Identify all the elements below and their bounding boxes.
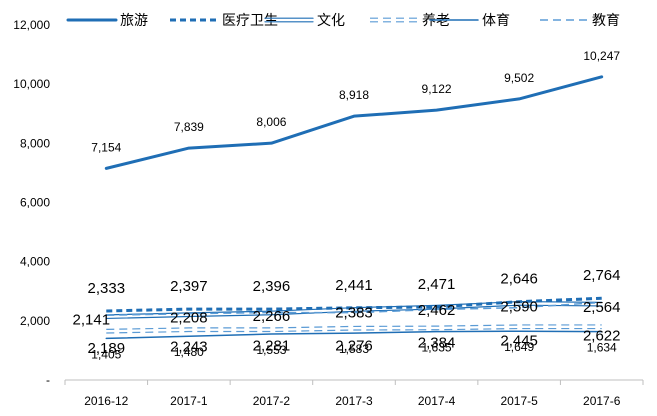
data-label: 1,634 (587, 341, 617, 355)
data-label: 2,397 (170, 278, 208, 295)
x-tick-label: 2016-12 (84, 394, 128, 408)
data-label: 1,583 (339, 342, 369, 356)
legend-label: 体育 (482, 12, 510, 28)
data-label: 7,154 (91, 140, 121, 154)
data-label: 1,480 (174, 345, 204, 359)
series-line (106, 327, 602, 334)
y-tick-label: 12,000 (13, 18, 50, 32)
data-label: 2,208 (170, 310, 208, 327)
data-label: 2,564 (583, 299, 621, 316)
data-label: 2,646 (500, 271, 538, 288)
series-line (105, 304, 603, 320)
x-tick-label: 2017-4 (418, 394, 456, 408)
x-tick-label: 2017-3 (335, 394, 373, 408)
data-label: 1,553 (256, 343, 286, 357)
series-line (104, 75, 604, 170)
y-tick-label: - (46, 373, 50, 387)
data-label: 2,281 (253, 338, 291, 355)
y-tick-label: 10,000 (13, 77, 50, 91)
data-label: 2,383 (335, 305, 373, 322)
series-line-group (106, 301, 602, 316)
data-label: 10,247 (583, 49, 620, 63)
data-label: 2,441 (335, 277, 373, 294)
data-label: 1,649 (504, 340, 534, 354)
series-line-group (106, 324, 602, 334)
data-label: 2,396 (253, 278, 291, 295)
series-lines (104, 75, 604, 340)
series-line (105, 300, 603, 316)
data-label: 2,384 (418, 334, 456, 351)
data-label: 2,445 (500, 333, 538, 350)
data-label: 2,189 (88, 340, 126, 357)
series-line-group (105, 300, 603, 320)
series-line (106, 324, 602, 330)
legend-item: 旅游 (66, 12, 148, 28)
data-label: 2,764 (583, 267, 621, 284)
legend: 旅游 医疗卫生 文化 养老 体育 教育 (66, 12, 620, 28)
data-label: 9,502 (504, 71, 534, 85)
data-labels: 7,154 7,839 8,006 8,918 9,122 9,502 10,247 2,33… (73, 49, 621, 362)
x-tick-label: 2017-5 (500, 394, 538, 408)
legend-item: 教育 (540, 12, 620, 28)
series-line-group (105, 330, 603, 340)
data-label: 2,333 (88, 280, 126, 297)
series-line-group (104, 75, 604, 170)
y-tick-label: 6,000 (20, 196, 50, 210)
y-tick-label: 2,000 (20, 314, 50, 328)
data-label: 8,918 (339, 88, 369, 102)
legend-item: 体育 (429, 12, 510, 28)
legend-label: 医疗卫生 (222, 12, 278, 28)
x-tick-label: 2017-2 (253, 394, 291, 408)
data-label: 9,122 (422, 82, 452, 96)
data-label: 2,276 (335, 338, 373, 355)
legend-item: 医疗卫生 (170, 12, 278, 28)
legend-label: 教育 (592, 12, 620, 28)
legend-label: 文化 (317, 12, 345, 28)
y-tick-label: 4,000 (20, 255, 50, 269)
data-label: 2,622 (583, 327, 621, 344)
y-axis-tick-labels: - 2,000 4,000 6,000 8,000 10,000 12,000 (13, 18, 50, 387)
data-label: 2,590 (500, 298, 538, 315)
x-tick-label: 2017-1 (170, 394, 208, 408)
legend-item: 文化 (264, 12, 345, 28)
data-label: 2,266 (253, 308, 291, 325)
x-tick-label: 2017-6 (583, 394, 621, 408)
data-label: 7,839 (174, 120, 204, 134)
data-label: 1,405 (91, 347, 121, 361)
series-line (105, 330, 603, 340)
y-tick-label: 8,000 (20, 136, 50, 150)
x-axis-tick-labels: 2016-12 2017-1 2017-2 2017-3 2017-4 2017-5 201… (64, 380, 644, 408)
data-label: 2,462 (418, 302, 456, 319)
data-label: 8,006 (256, 115, 286, 129)
data-label: 2,471 (418, 276, 456, 293)
data-label: 2,243 (170, 339, 208, 356)
series-line (106, 301, 602, 316)
legend-label: 旅游 (120, 12, 148, 28)
data-label: 1,635 (422, 341, 452, 355)
data-label: 2,141 (73, 312, 111, 329)
